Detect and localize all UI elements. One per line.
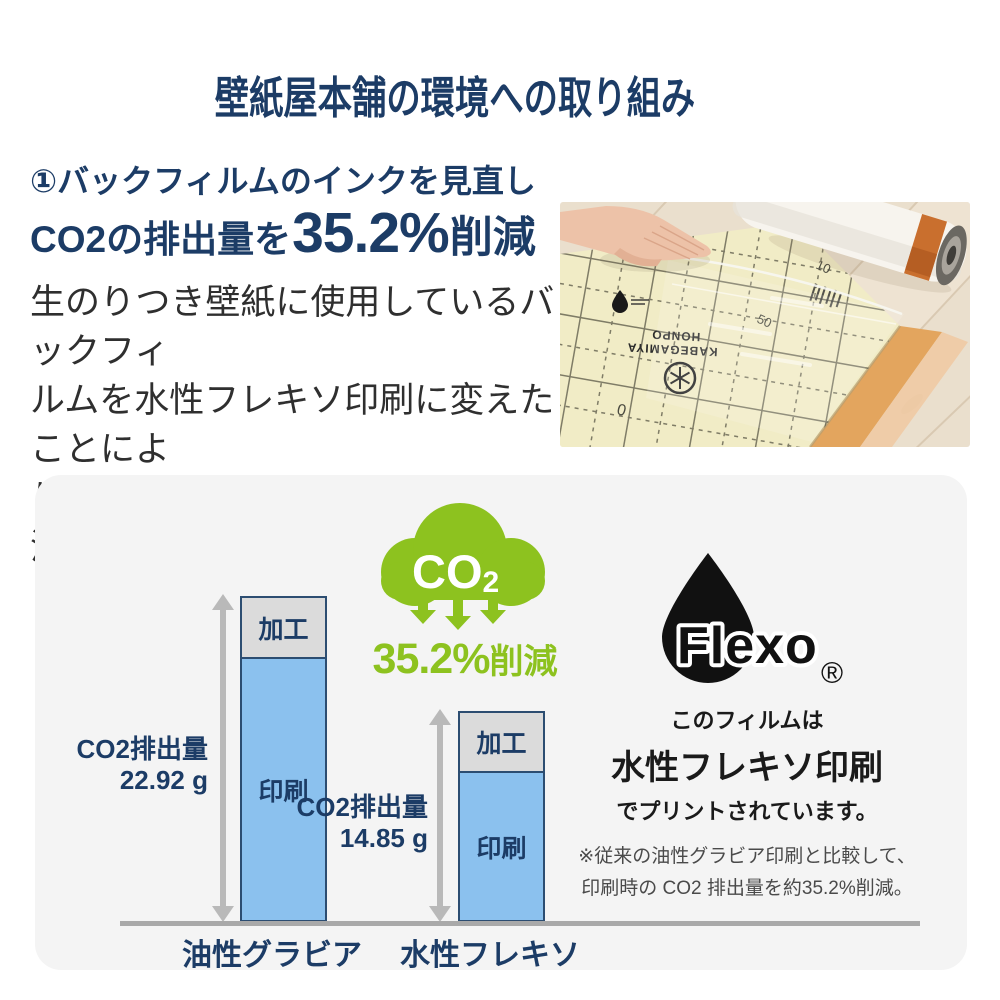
flexo-note1: ※従来の油性グラビア印刷と比較して、: [578, 846, 916, 867]
reduction-value: 35.2%: [372, 635, 491, 683]
product-photo: 10 50 0 KABEGAMIYA HONPO: [560, 202, 970, 447]
measure-arrow-gravure: [212, 594, 234, 922]
flexo-line3: でプリントされています。: [616, 799, 878, 824]
bar-segment-printing: 印刷: [242, 659, 325, 920]
registered-mark: ®: [821, 657, 843, 690]
flexo-note2: 印刷時の CO2 排出量を約35.2%削減。: [581, 878, 913, 899]
flexo-line2: 水性フレキソ印刷: [611, 749, 883, 787]
page-title: 壁紙屋本舗の環境への取り組み: [95, 62, 815, 126]
sheet-watermark: KABEGAMIYA HONPO: [626, 327, 718, 359]
category-label-flexo: 水性フレキソ: [400, 939, 580, 972]
section-subtitle: ①バックフィルムのインクを見直し: [30, 163, 536, 199]
bar-segment-processing: 加工: [242, 598, 325, 659]
headline-suffix: 削減: [449, 214, 536, 262]
hand: [560, 206, 711, 272]
flexo-logo-text: Flexo: [677, 617, 818, 675]
total-label-gravure: CO2排出量 22.92 g: [76, 734, 208, 795]
flexo-logo: Flexo ®: [662, 553, 843, 690]
flexo-line1: このフィルムは: [670, 708, 824, 733]
bar-gravure: 加工 印刷: [240, 596, 327, 922]
infographic-panel: CO2 35.2% 削減 CO2排出量 22.92 g 加工 印刷 油性グラビア…: [35, 475, 967, 972]
water-drop-icon: [662, 553, 754, 683]
headline-value: 35.2%: [292, 201, 450, 265]
bar-segment-printing: 印刷: [460, 773, 543, 920]
grid-number: 10: [814, 257, 833, 277]
category-label-gravure: 油性グラビア: [182, 939, 362, 972]
measure-arrow-flexo: [429, 709, 451, 922]
bar-segment-processing: 加工: [460, 713, 543, 773]
sheet-orange-edge: [810, 326, 942, 447]
reduction-suffix: 削減: [489, 643, 558, 681]
svg-text:HONPO: HONPO: [651, 327, 701, 344]
reduction-label: 35.2% 削減: [315, 634, 615, 684]
page-title-text: 壁紙屋本舗の環境への取り組み: [214, 74, 696, 123]
flexo-description: このフィルムは 水性フレキソ印刷 でプリントされています。 ※従来の油性グラビア…: [527, 703, 967, 900]
svg-text:KABEGAMIYA: KABEGAMIYA: [626, 340, 718, 359]
wallpaper-sheet: [560, 222, 900, 447]
transparent-film: [646, 260, 904, 442]
cloud-label: CO2: [412, 545, 499, 599]
snowflake-stamp: [663, 361, 697, 395]
wallpaper-roll: [732, 202, 967, 286]
co2-cloud-icon: CO2: [381, 503, 545, 630]
headline-prefix: CO2の排出量を: [30, 219, 292, 260]
grid-number: 50: [755, 311, 774, 331]
mini-drop-mark: [612, 290, 628, 313]
total-label-flexo: CO2排出量 14.85 g: [296, 792, 428, 853]
chart-baseline: [120, 921, 920, 926]
bar-flexo: 加工 印刷: [458, 711, 545, 922]
section-headline: CO2の排出量を 35.2% 削減: [30, 200, 536, 266]
grid-number: 0: [615, 401, 628, 420]
